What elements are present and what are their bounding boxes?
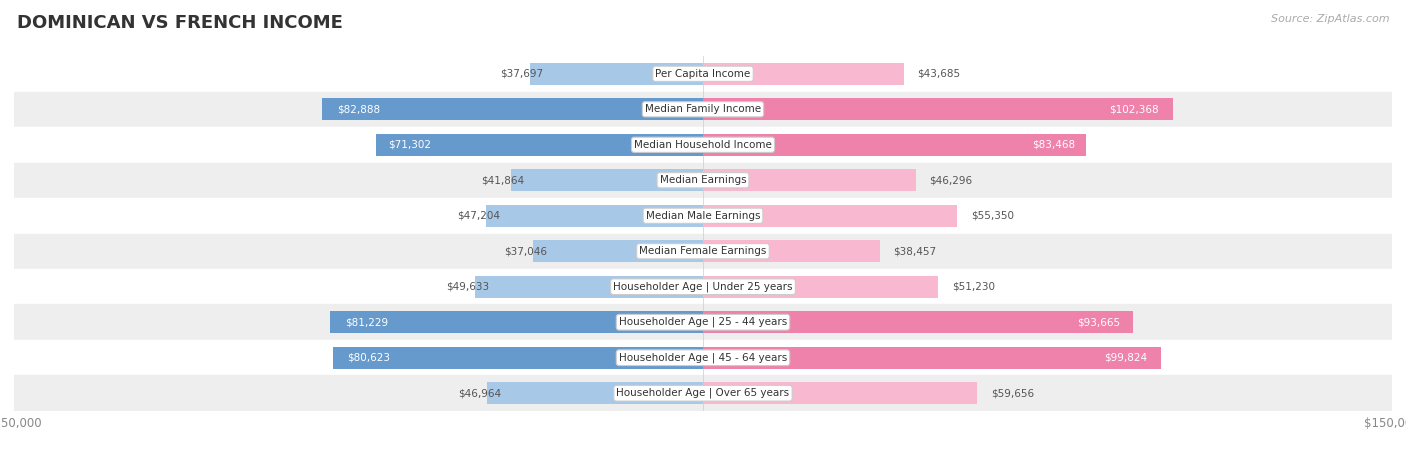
Bar bbox=[14, 127, 1392, 163]
Text: $83,468: $83,468 bbox=[1032, 140, 1074, 150]
Bar bbox=[703, 134, 1087, 156]
Text: $93,665: $93,665 bbox=[1077, 317, 1121, 327]
Text: $41,864: $41,864 bbox=[481, 175, 524, 185]
Text: $37,697: $37,697 bbox=[501, 69, 544, 79]
Bar bbox=[703, 347, 1161, 369]
Bar bbox=[530, 63, 703, 85]
Text: $82,888: $82,888 bbox=[337, 104, 381, 114]
Bar bbox=[14, 234, 1392, 269]
Text: $46,296: $46,296 bbox=[929, 175, 973, 185]
Bar bbox=[703, 205, 957, 227]
Bar bbox=[703, 382, 977, 404]
Bar bbox=[488, 382, 703, 404]
Bar bbox=[14, 375, 1392, 411]
Bar bbox=[486, 205, 703, 227]
Text: Source: ZipAtlas.com: Source: ZipAtlas.com bbox=[1271, 14, 1389, 24]
Text: $43,685: $43,685 bbox=[918, 69, 960, 79]
Text: $47,204: $47,204 bbox=[457, 211, 501, 221]
Bar bbox=[703, 311, 1133, 333]
Text: $80,623: $80,623 bbox=[347, 353, 391, 363]
Bar bbox=[322, 98, 703, 120]
Bar bbox=[703, 276, 938, 298]
Text: Householder Age | 45 - 64 years: Householder Age | 45 - 64 years bbox=[619, 353, 787, 363]
Bar bbox=[14, 269, 1392, 304]
Bar bbox=[14, 198, 1392, 234]
Bar bbox=[533, 240, 703, 262]
Text: Per Capita Income: Per Capita Income bbox=[655, 69, 751, 79]
Bar bbox=[14, 340, 1392, 375]
Text: $38,457: $38,457 bbox=[893, 246, 936, 256]
Bar bbox=[333, 347, 703, 369]
Text: $37,046: $37,046 bbox=[503, 246, 547, 256]
Text: DOMINICAN VS FRENCH INCOME: DOMINICAN VS FRENCH INCOME bbox=[17, 14, 343, 32]
Bar bbox=[703, 63, 904, 85]
Text: $55,350: $55,350 bbox=[972, 211, 1014, 221]
Bar bbox=[375, 134, 703, 156]
Text: Median Household Income: Median Household Income bbox=[634, 140, 772, 150]
Bar bbox=[14, 163, 1392, 198]
Bar bbox=[475, 276, 703, 298]
Bar bbox=[14, 304, 1392, 340]
Text: $46,964: $46,964 bbox=[458, 388, 501, 398]
Text: $59,656: $59,656 bbox=[991, 388, 1033, 398]
Bar bbox=[330, 311, 703, 333]
Text: Householder Age | Over 65 years: Householder Age | Over 65 years bbox=[616, 388, 790, 398]
Text: $49,633: $49,633 bbox=[446, 282, 489, 292]
Bar bbox=[703, 240, 880, 262]
Text: Median Family Income: Median Family Income bbox=[645, 104, 761, 114]
Bar bbox=[510, 169, 703, 191]
Text: $102,368: $102,368 bbox=[1109, 104, 1159, 114]
Text: Median Male Earnings: Median Male Earnings bbox=[645, 211, 761, 221]
Text: Median Earnings: Median Earnings bbox=[659, 175, 747, 185]
Text: Median Female Earnings: Median Female Earnings bbox=[640, 246, 766, 256]
Text: $81,229: $81,229 bbox=[344, 317, 388, 327]
Bar bbox=[703, 98, 1173, 120]
Bar bbox=[703, 169, 915, 191]
Bar bbox=[14, 92, 1392, 127]
Bar bbox=[14, 56, 1392, 92]
Text: Householder Age | Under 25 years: Householder Age | Under 25 years bbox=[613, 282, 793, 292]
Text: Householder Age | 25 - 44 years: Householder Age | 25 - 44 years bbox=[619, 317, 787, 327]
Text: $99,824: $99,824 bbox=[1105, 353, 1147, 363]
Text: $51,230: $51,230 bbox=[952, 282, 995, 292]
Text: $71,302: $71,302 bbox=[388, 140, 432, 150]
